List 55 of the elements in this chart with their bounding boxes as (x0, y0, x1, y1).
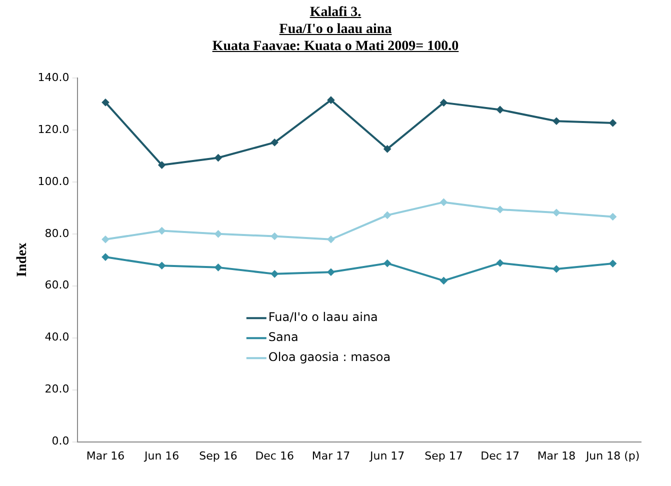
x-tick-label: Mar 17 (312, 449, 350, 462)
point (496, 106, 504, 114)
legend-label: Sana (268, 330, 298, 344)
point (384, 260, 391, 267)
text: Kalafi 3. (310, 5, 362, 20)
x-tick-label: Sep 17 (424, 449, 463, 462)
y-tick-label: 140.0 (38, 70, 70, 84)
y-tick-label: 0.0 (52, 434, 70, 448)
point (158, 262, 166, 270)
x-tick-label: Jun 16 (144, 449, 180, 462)
x-tick-label: Jun 18 (p) (584, 449, 640, 462)
point (214, 264, 222, 271)
point (327, 236, 334, 243)
x-tick-label: Dec 17 (480, 449, 520, 462)
point (609, 260, 616, 268)
x-tick-label: Dec 16 (255, 449, 294, 462)
point (214, 230, 222, 238)
point (552, 209, 560, 216)
y-tick-label: 60.0 (44, 278, 70, 292)
x-tick-label: Mar 18 (537, 449, 576, 462)
point (214, 154, 222, 162)
point (609, 119, 616, 126)
y-tick-label: 80.0 (44, 226, 70, 240)
x-tick-label: Sep 16 (199, 449, 238, 462)
y-axis-title: Index (15, 242, 30, 278)
point (496, 206, 504, 213)
legend-label: Oloa gaosia : masoa (268, 350, 391, 364)
point (102, 236, 109, 243)
point (102, 98, 109, 106)
point (271, 270, 278, 278)
point (440, 198, 448, 206)
x-tick-label: Mar 16 (86, 449, 125, 462)
point (440, 277, 448, 284)
point (552, 265, 560, 272)
y-tick-label: 20.0 (44, 382, 70, 396)
y-tick-label: 100.0 (38, 174, 70, 188)
text: Fua/I'o o laau aina (279, 22, 392, 37)
point (327, 96, 334, 104)
point (384, 212, 391, 219)
point (440, 99, 448, 106)
point (609, 213, 616, 220)
point (271, 138, 278, 146)
legend-label: Fua/I'o o laau aina (268, 310, 378, 324)
point (158, 227, 166, 234)
text: Kuata Faavae: Kuata o Mati 2009= 100.0 (212, 39, 459, 54)
point (158, 162, 166, 169)
y-tick-label: 120.0 (38, 122, 70, 136)
point (271, 232, 278, 240)
point (552, 118, 560, 125)
point (102, 254, 109, 261)
x-tick-label: Jun 17 (368, 449, 405, 462)
point (327, 268, 334, 276)
point (496, 260, 504, 267)
point (384, 145, 391, 152)
y-tick-label: 40.0 (44, 330, 70, 344)
